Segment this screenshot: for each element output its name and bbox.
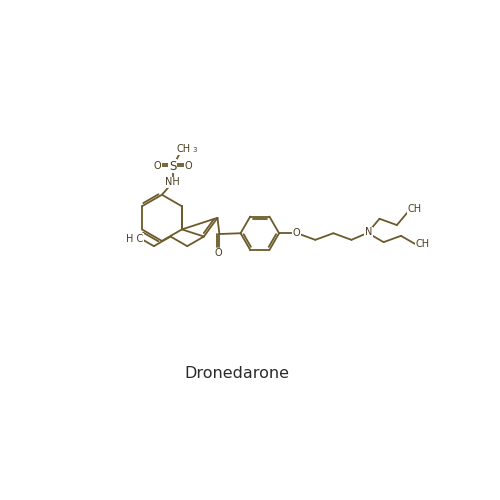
Text: Dronedarone: Dronedarone bbox=[184, 366, 290, 382]
Text: O: O bbox=[292, 228, 300, 238]
Text: S: S bbox=[169, 160, 176, 173]
Text: H C: H C bbox=[126, 234, 144, 244]
Text: CH: CH bbox=[416, 238, 430, 248]
Text: N: N bbox=[365, 227, 372, 237]
Text: CH: CH bbox=[177, 144, 191, 154]
Text: O: O bbox=[184, 162, 192, 172]
Text: O: O bbox=[154, 162, 161, 172]
Text: NH: NH bbox=[166, 178, 180, 188]
Text: 3: 3 bbox=[192, 148, 197, 154]
Text: O: O bbox=[215, 248, 222, 258]
Text: CH: CH bbox=[408, 204, 422, 214]
